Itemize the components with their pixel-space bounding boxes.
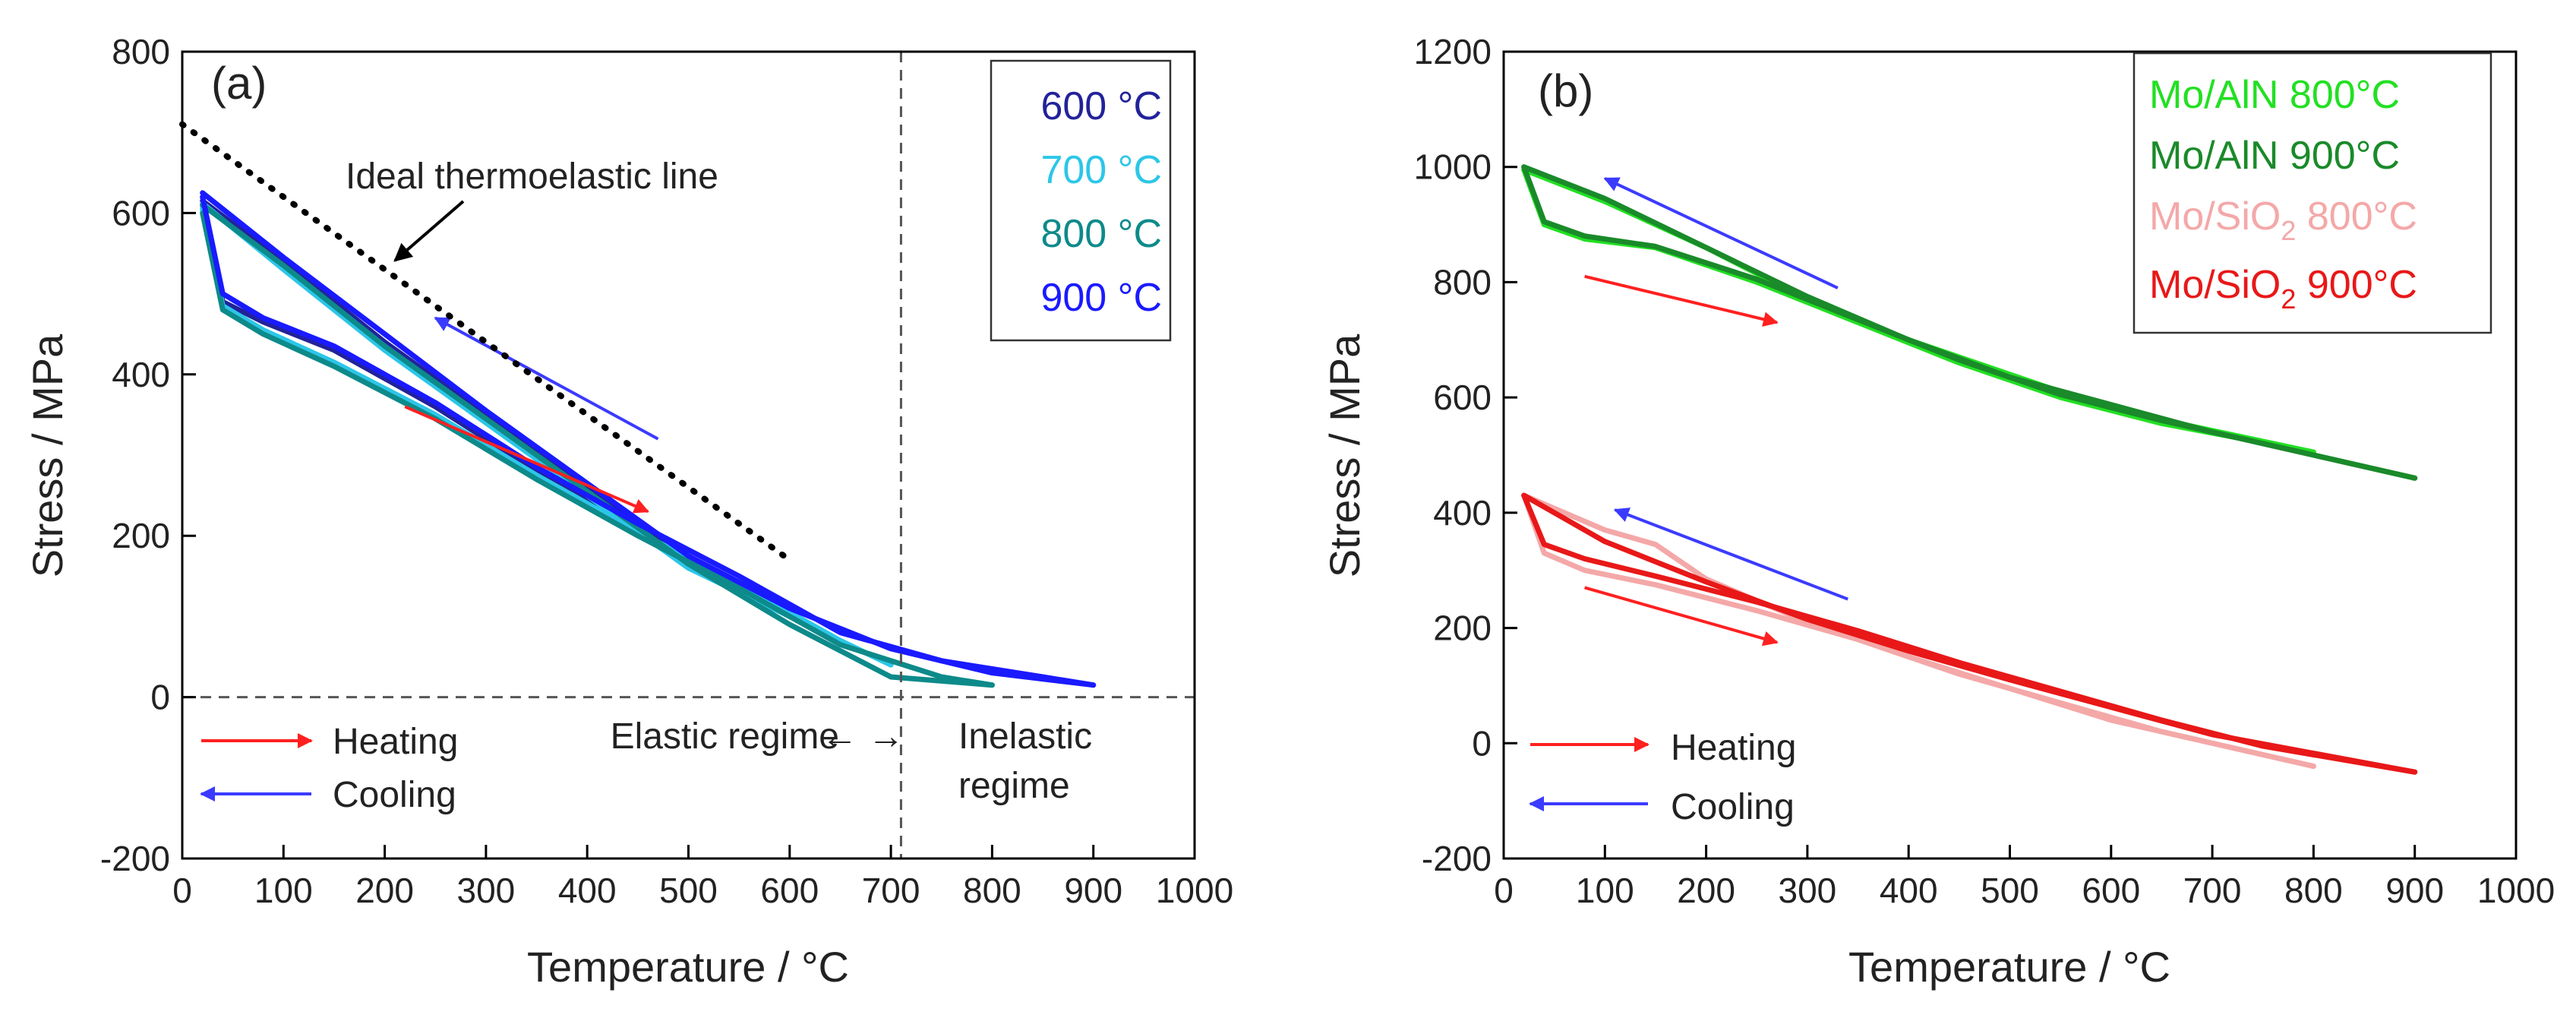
panel-a: 0 100 200 300 400 500 600 700 800 900 1000-2000200… <box>24 32 1233 991</box>
panel-b-x-tick-label: 900 <box>2385 871 2444 910</box>
panel-b-series-2-heating-curve <box>1521 492 2316 770</box>
panel-a-y-tick-label: 600 <box>112 193 170 232</box>
panel-a-x-tick-label: 100 <box>254 871 313 910</box>
legend-800c: 800 °C <box>1040 212 1162 256</box>
legend-mo-aln-800: Mo/AlN 800°C <box>2149 73 2400 117</box>
panel-b-legend-box <box>2132 52 2492 334</box>
panel-b-series-2-cooling-curve <box>1521 492 2316 770</box>
legend-mo-sio2-900: Mo/SiO2 900°C <box>2149 263 2417 315</box>
panel-a-x-tick-label: 0 <box>172 871 192 910</box>
panel-a-x-tick-label: 700 <box>862 871 920 910</box>
panel-b-y-tick-label: 1000 <box>1414 147 1492 187</box>
panel-b-x-tick-label: 800 <box>2284 871 2343 910</box>
panel-b-y-tick-label: 1200 <box>1414 32 1492 71</box>
panel-a-legend: 600 °C 700 °C 800 °C 900 °C <box>990 59 1172 342</box>
panel-b-heating-upper-arrow <box>1584 274 1779 327</box>
panel-a-y-tick-label: -200 <box>100 839 170 878</box>
cooling-legend-label: Cooling <box>333 775 456 815</box>
panel-b-x-tick-label: 300 <box>1779 871 1837 910</box>
panel-a-x-tick-label: 900 <box>1064 871 1122 910</box>
panel-a-x-tick-label: 600 <box>760 871 819 910</box>
panel-a-y-axis-title: Stress / MPa <box>24 334 71 577</box>
panel-b-x-tick-label: 200 <box>1677 871 1735 910</box>
panel-b-cooling-legend-label: Cooling <box>1671 787 1795 827</box>
panel-a-series-2-cooling-curve <box>200 202 995 688</box>
panel-b-y-tick-label: -200 <box>1422 839 1492 878</box>
panel-b-x-axis-title: Temperature / °C <box>1848 943 2170 991</box>
panel-b-heating-legend-label: Heating <box>1671 728 1796 768</box>
panel-a-series-3-heating-curve <box>200 194 1097 688</box>
panel-b-series-1-cooling-curve <box>1521 164 2418 481</box>
ideal-thermoelastic-dotted-line <box>179 121 793 564</box>
panel-a-y-tick-label: 400 <box>112 355 170 394</box>
panel-a-x-tick-label: 400 <box>558 871 617 910</box>
panel-b-series <box>1521 164 2418 775</box>
thermoelastic-label: Ideal thermoelastic line <box>346 157 718 197</box>
panel-a-y-tick-label: 0 <box>150 678 170 717</box>
panel-b: 0 100 200 300 400 500 600 700 800 900 1000-2000200… <box>1321 32 2555 991</box>
panel-a-series-1-heating-curve <box>200 206 894 668</box>
panel-b-series-3-heating-curve <box>1521 492 2418 775</box>
panel-a-heating-arrow <box>404 405 650 514</box>
panel-b-y-tick-label: 600 <box>1433 378 1492 417</box>
panel-b-heating-lower-arrow <box>1584 586 1779 647</box>
panel-a-x-tick-label: 300 <box>457 871 516 910</box>
panel-a-cooling-arrow <box>434 316 659 441</box>
panel-a-y-tick-label: 800 <box>112 32 170 71</box>
panel-b-y-axis-title: Stress / MPa <box>1321 334 1368 577</box>
panel-b-y-tick-label: 0 <box>1472 723 1492 763</box>
legend-700c: 700 °C <box>1040 148 1162 192</box>
panel-b-x-tick-label: 500 <box>1981 871 2039 910</box>
panel-a-reference-lines <box>179 52 1195 858</box>
panel-a-x-axis-title: Temperature / °C <box>527 943 849 991</box>
inelastic-regime-label-line1: Inelastic <box>958 716 1092 757</box>
panel-b-series-3-cooling-curve <box>1521 492 2418 775</box>
panel-a-label: (a) <box>211 58 267 109</box>
elastic-regime-label: Elastic regime <box>611 716 839 757</box>
legend-mo-sio2-800: Mo/SiO2 800°C <box>2149 194 2417 246</box>
regime-divider-arrows: ← → <box>821 716 904 757</box>
panel-a-series <box>200 190 1097 688</box>
heating-legend-label: Heating <box>333 722 458 762</box>
panel-b-x-tick-label: 700 <box>2183 871 2242 910</box>
panel-b-label: (b) <box>1538 65 1593 116</box>
legend-600c: 600 °C <box>1040 84 1162 128</box>
panel-b-x-tick-label: 1000 <box>2477 871 2555 910</box>
panel-a-ticks: 0 100 200 300 400 500 600 700 800 900 1000-2000200… <box>100 32 1233 910</box>
panel-b-legend: Mo/AlN 800°C Mo/AlN 900°C Mo/SiO2 800°C … <box>2132 52 2492 334</box>
panel-a-x-tick-label: 1000 <box>1156 871 1233 910</box>
panel-a-x-tick-label: 500 <box>659 871 718 910</box>
panel-b-x-tick-label: 400 <box>1880 871 1938 910</box>
inelastic-regime-label-line2: regime <box>958 766 1070 806</box>
thermoelastic-pointer-arrow <box>393 200 465 262</box>
panel-b-x-tick-label: 600 <box>2082 871 2140 910</box>
panel-b-x-tick-label: 100 <box>1576 871 1634 910</box>
panel-a-x-tick-label: 200 <box>355 871 414 910</box>
panel-b-cooling-lower-arrow <box>1613 508 1848 601</box>
legend-mo-aln-900: Mo/AlN 900°C <box>2149 134 2400 178</box>
panel-a-series-3-cooling-curve <box>200 190 1097 688</box>
panel-b-ticks: 0 100 200 300 400 500 600 700 800 900 1000-2000200… <box>1414 32 2555 910</box>
panel-b-y-tick-label: 800 <box>1433 262 1492 302</box>
panel-a-legend-box <box>990 59 1172 342</box>
legend-900c: 900 °C <box>1040 276 1162 320</box>
panel-b-y-tick-label: 400 <box>1433 493 1492 533</box>
panel-b-x-tick-label: 0 <box>1494 871 1514 910</box>
panel-a-x-tick-label: 800 <box>963 871 1021 910</box>
panel-b-cooling-upper-arrow <box>1603 177 1839 289</box>
panel-b-y-tick-label: 200 <box>1433 609 1492 648</box>
panel-a-series-2-heating-curve <box>200 210 995 688</box>
panel-a-y-tick-label: 200 <box>112 516 170 555</box>
